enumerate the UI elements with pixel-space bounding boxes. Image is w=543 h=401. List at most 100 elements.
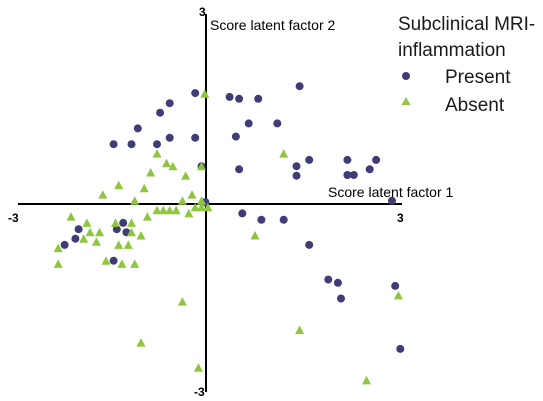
point-present-34 bbox=[388, 196, 396, 205]
point-present-30 bbox=[372, 155, 381, 164]
point-absent-45 bbox=[295, 325, 305, 334]
point-present-1 bbox=[71, 234, 80, 243]
point-absent-10 bbox=[114, 240, 124, 249]
point-present-29 bbox=[343, 155, 352, 164]
point-present-40 bbox=[333, 278, 342, 287]
point-absent-27 bbox=[203, 202, 213, 212]
point-absent-4 bbox=[82, 218, 92, 227]
point-present-14 bbox=[191, 89, 200, 98]
point-absent-23 bbox=[184, 208, 194, 218]
point-present-3 bbox=[112, 225, 121, 234]
point-present-27 bbox=[292, 162, 301, 171]
point-absent-34 bbox=[162, 158, 171, 168]
point-present-43 bbox=[396, 344, 405, 353]
point-present-31 bbox=[343, 171, 352, 179]
point-absent-46 bbox=[362, 375, 371, 385]
point-absent-47 bbox=[393, 290, 403, 300]
point-absent-43 bbox=[136, 338, 146, 347]
point-absent-3 bbox=[79, 234, 89, 243]
point-absent-37 bbox=[187, 190, 197, 199]
point-present-15 bbox=[191, 133, 200, 142]
point-absent-20 bbox=[165, 205, 175, 215]
point-absent-18 bbox=[152, 205, 162, 215]
y-tick-label-max: 3 bbox=[199, 5, 206, 19]
point-absent-9 bbox=[111, 218, 120, 227]
point-absent-11 bbox=[117, 259, 127, 268]
point-absent-1 bbox=[53, 259, 63, 268]
point-present-13 bbox=[153, 140, 161, 149]
legend-title-line-1: Subclinical MRI- bbox=[398, 14, 535, 35]
point-present-42 bbox=[391, 281, 400, 290]
point-present-20 bbox=[254, 94, 263, 103]
point-absent-30 bbox=[130, 196, 140, 205]
point-present-35 bbox=[238, 209, 247, 218]
point-present-6 bbox=[119, 218, 128, 227]
point-present-24 bbox=[273, 119, 282, 128]
point-present-32 bbox=[365, 165, 374, 174]
point-present-28 bbox=[305, 155, 314, 164]
point-absent-13 bbox=[127, 227, 136, 237]
point-present-12 bbox=[165, 133, 174, 142]
point-absent-0 bbox=[53, 243, 63, 253]
point-present-33 bbox=[349, 171, 358, 179]
legend: Subclinical MRI- inflammation Present Ab… bbox=[398, 14, 535, 116]
axes bbox=[18, 14, 402, 392]
point-present-23 bbox=[231, 132, 240, 141]
legend-label-present: Present bbox=[445, 67, 511, 88]
point-absent-35 bbox=[168, 161, 178, 171]
point-present-37 bbox=[279, 215, 288, 224]
point-absent-14 bbox=[127, 218, 136, 227]
point-absent-15 bbox=[130, 259, 140, 268]
point-present-9 bbox=[133, 124, 142, 133]
point-present-25 bbox=[235, 165, 244, 174]
point-absent-8 bbox=[101, 256, 111, 265]
point-present-10 bbox=[156, 108, 165, 117]
tick-labels: -3 3 3 -3 bbox=[8, 5, 404, 399]
point-absent-19 bbox=[158, 205, 168, 215]
point-present-39 bbox=[324, 275, 333, 284]
x-tick-label-min: -3 bbox=[8, 211, 19, 225]
point-present-11 bbox=[165, 99, 174, 108]
y-tick-label-min: -3 bbox=[194, 385, 205, 399]
x-axis-title: Score latent factor 1 bbox=[328, 184, 454, 200]
point-absent-2 bbox=[66, 212, 76, 221]
point-present-21 bbox=[295, 82, 304, 91]
point-absent-12 bbox=[123, 240, 133, 249]
point-absent-29 bbox=[114, 180, 124, 190]
point-absent-24 bbox=[190, 202, 200, 212]
point-present-26 bbox=[292, 171, 301, 180]
point-present-19 bbox=[235, 94, 244, 103]
point-present-0 bbox=[60, 240, 69, 249]
point-absent-31 bbox=[139, 183, 149, 193]
point-present-36 bbox=[257, 215, 266, 224]
legend-marker-present bbox=[402, 72, 410, 80]
point-absent-42 bbox=[177, 297, 187, 306]
legend-label-absent: Absent bbox=[445, 95, 505, 116]
y-axis-title: Score latent factor 2 bbox=[210, 17, 336, 33]
point-absent-44 bbox=[193, 363, 203, 372]
point-absent-28 bbox=[98, 190, 108, 199]
point-present-2 bbox=[74, 225, 83, 234]
point-absent-40 bbox=[250, 231, 260, 240]
point-absent-36 bbox=[181, 171, 191, 180]
point-present-38 bbox=[305, 240, 314, 249]
x-tick-label-max: 3 bbox=[397, 211, 404, 225]
point-absent-32 bbox=[146, 168, 156, 177]
point-absent-25 bbox=[197, 196, 206, 205]
point-absent-33 bbox=[152, 149, 162, 158]
data-points bbox=[53, 82, 405, 385]
point-absent-16 bbox=[136, 231, 146, 240]
point-absent-5 bbox=[85, 227, 95, 237]
point-absent-38 bbox=[197, 161, 206, 171]
point-present-8 bbox=[127, 140, 136, 149]
point-absent-17 bbox=[142, 212, 152, 221]
point-present-5 bbox=[109, 256, 118, 265]
point-present-7 bbox=[109, 140, 118, 149]
point-absent-26 bbox=[197, 202, 206, 212]
point-absent-6 bbox=[91, 237, 101, 246]
legend-title-line-2: inflammation bbox=[398, 40, 506, 61]
point-absent-41 bbox=[279, 149, 289, 158]
point-absent-21 bbox=[171, 205, 181, 215]
point-absent-39 bbox=[200, 89, 210, 98]
